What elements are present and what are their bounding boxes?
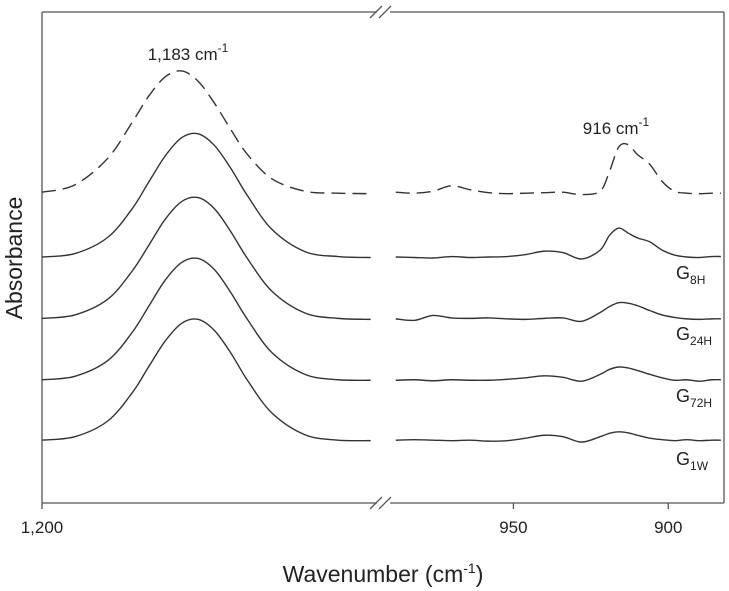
x-tick-label: 1,200 [21,518,64,537]
spectrum-line [41,318,721,443]
x-tick-label: 950 [499,518,527,537]
annotation: 1,183 cm-1 [148,41,229,64]
spectrum-line [41,132,721,260]
y-axis-label: Absorbance [1,197,27,320]
x-tick-label: 900 [654,518,682,537]
spectrum-line [41,257,721,382]
frame [41,5,725,510]
series-label: G8H [676,263,705,287]
spectrum-line [41,70,721,196]
series-label: G72H [676,386,712,410]
x-axis-label: Wavenumber (cm-1) [283,560,484,587]
annotation: 916 cm-1 [583,115,650,138]
series-label: G1W [676,449,709,473]
series-label: G24H [676,324,712,348]
spectrum-line [41,196,721,323]
